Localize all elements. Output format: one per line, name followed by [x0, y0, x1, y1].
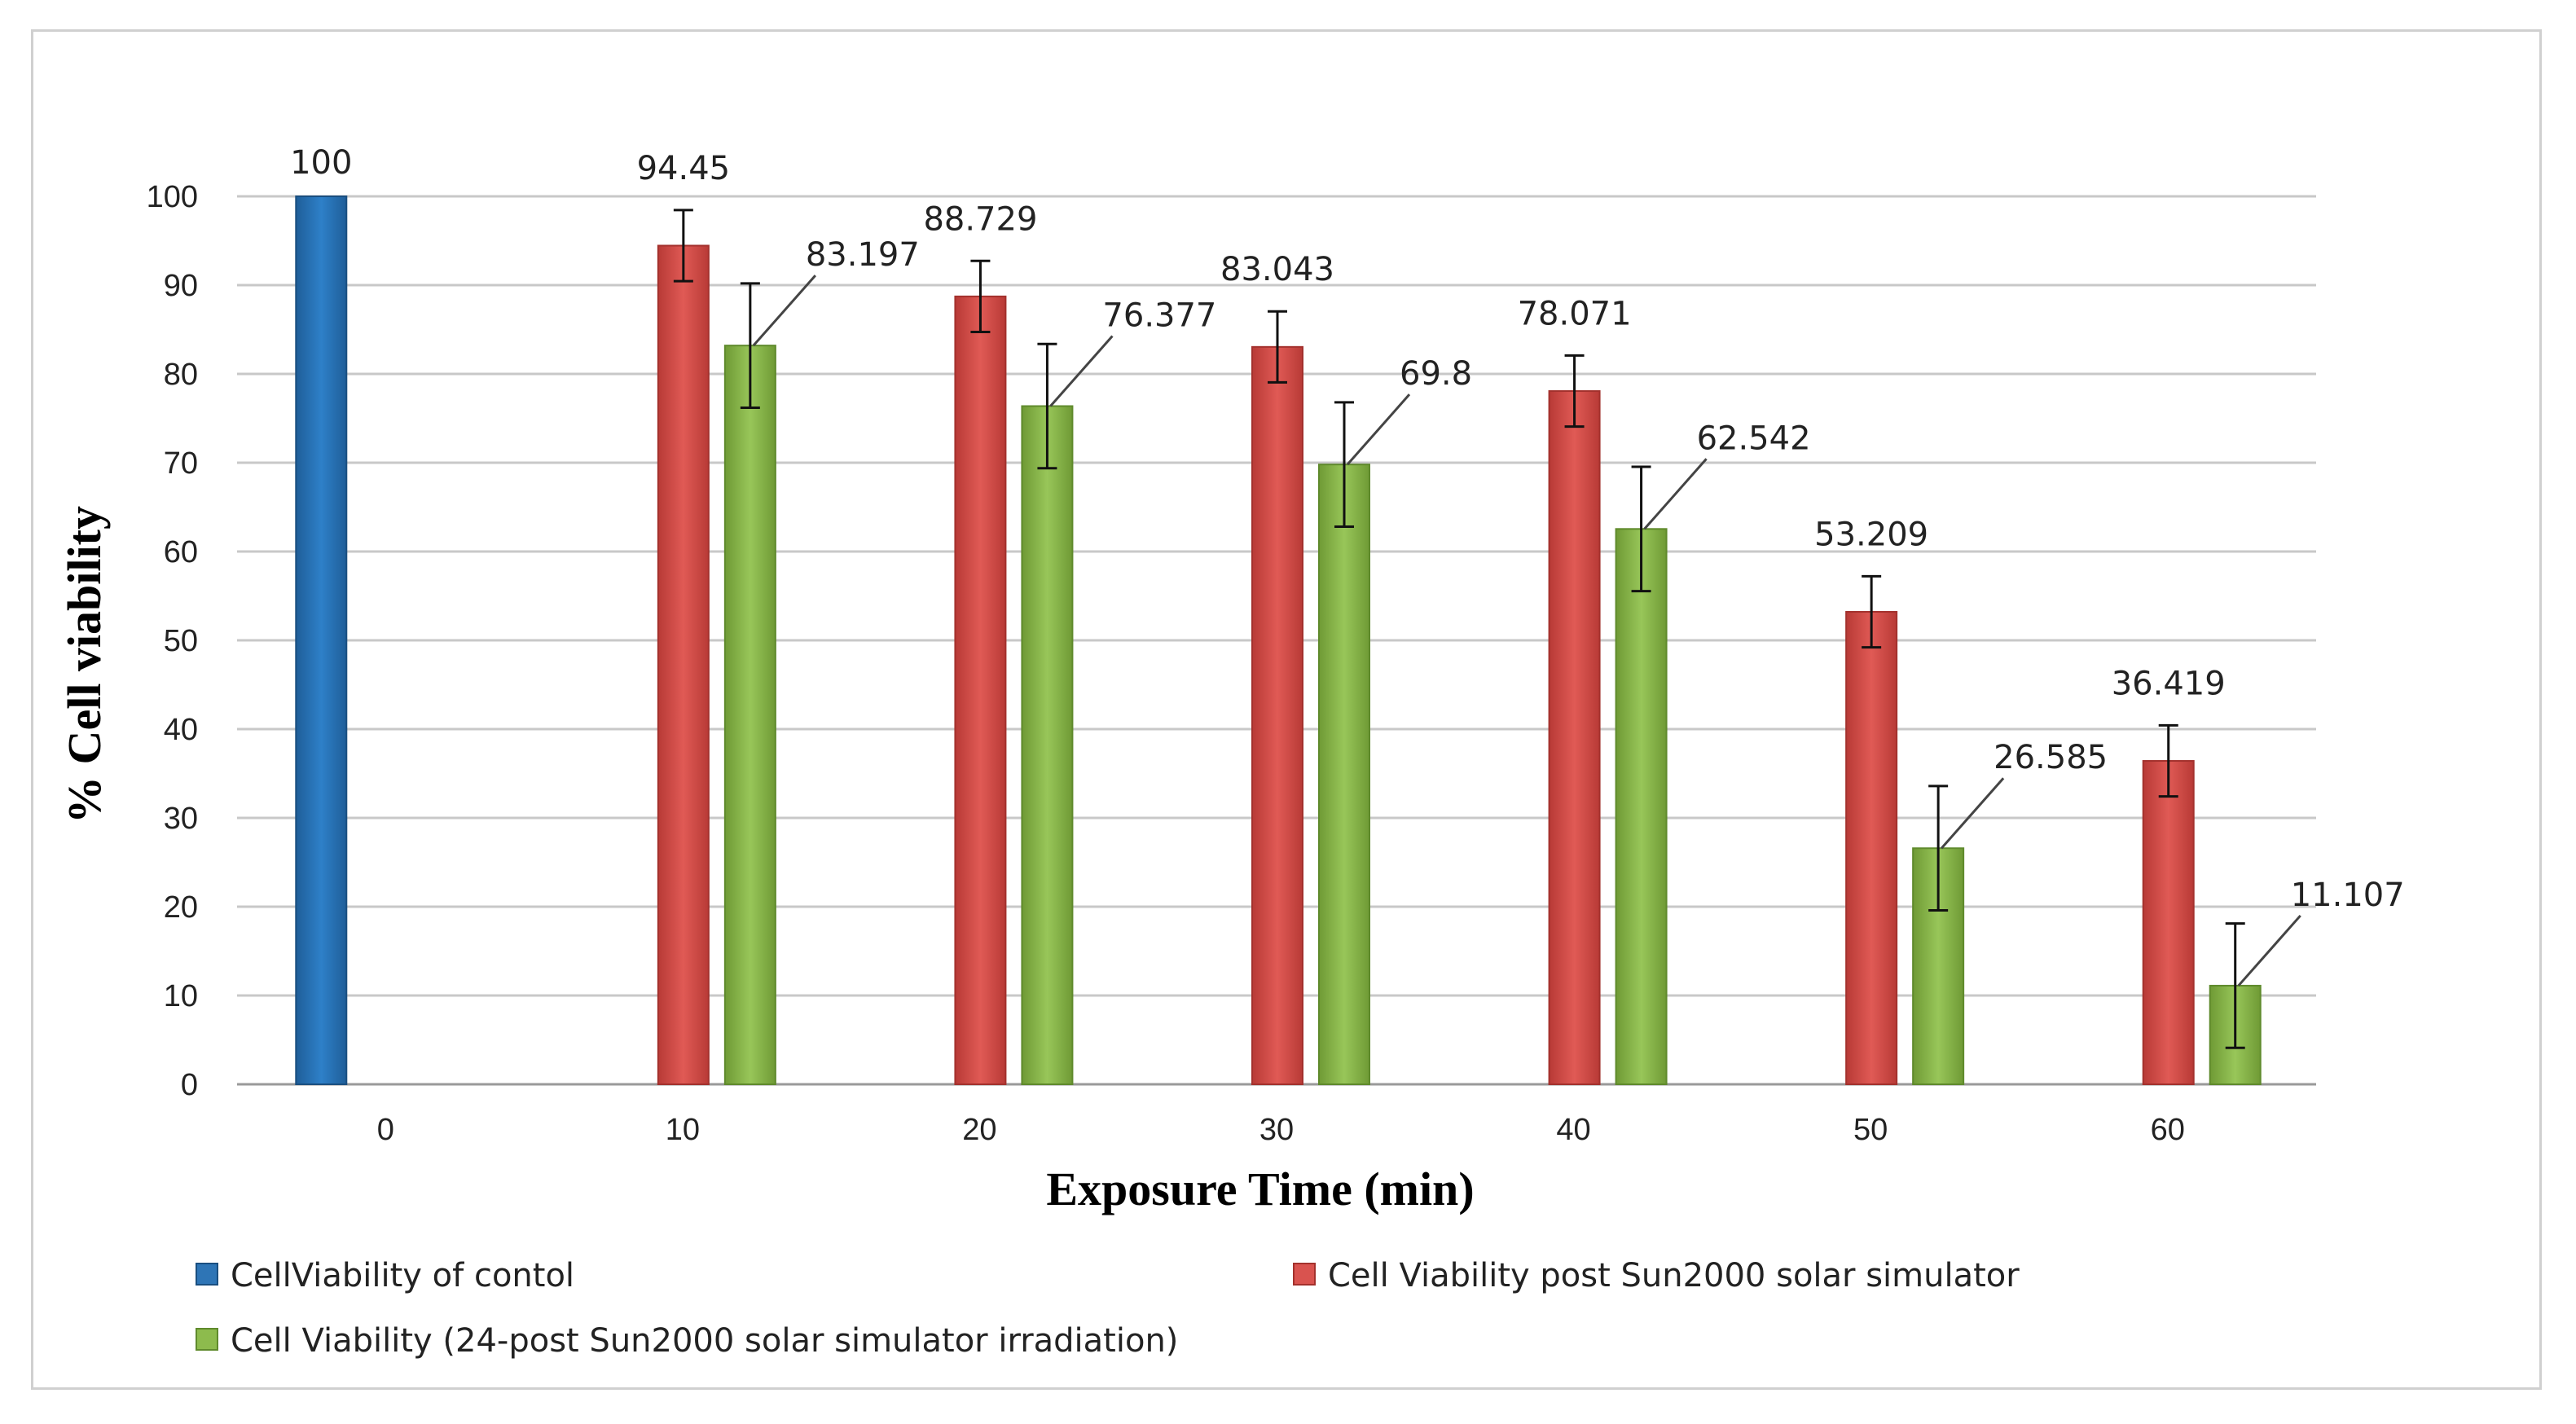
bar: [657, 244, 710, 1085]
legend-swatch: [196, 1328, 218, 1351]
data-label: 83.043: [1220, 251, 1334, 288]
y-tick-label: 100: [147, 180, 198, 214]
x-tick-label: 60: [2151, 1113, 2185, 1147]
data-label: 76.377: [1102, 297, 1216, 334]
y-tick-label: 20: [164, 890, 198, 925]
x-axis-title: Exposure Time (min): [1046, 1162, 1474, 1215]
x-tick-label: 50: [1853, 1113, 1888, 1147]
bar: [2142, 760, 2195, 1085]
data-label: 94.45: [637, 150, 731, 187]
bar: [1318, 464, 1370, 1085]
chart-frame: 100 94.45 83.197 88.729 76.377 83.043 69.8 78.0…: [31, 29, 2542, 1390]
legend-label: Cell Viability post Sun2000 solar simula…: [1328, 1257, 2020, 1294]
data-label-leader: [1643, 458, 1708, 530]
x-tick-label: 20: [962, 1113, 996, 1147]
data-label: 36.419: [2112, 665, 2226, 702]
bar: [1251, 345, 1303, 1085]
data-label: 88.729: [923, 200, 1037, 238]
bar: [954, 295, 1007, 1086]
x-tick-label: 30: [1259, 1113, 1294, 1147]
data-label: 62.542: [1697, 420, 1811, 457]
y-tick-label: 30: [164, 802, 198, 836]
bar: [295, 196, 348, 1085]
y-tick-label: 60: [164, 535, 198, 569]
legend-label: Cell Viability (24-post Sun2000 solar si…: [231, 1322, 1178, 1360]
y-tick-label: 90: [164, 269, 198, 303]
y-tick-label: 0: [181, 1068, 198, 1102]
data-label-leader: [1049, 335, 1114, 407]
bar-chart: 100 94.4583.19788.72976.37783.04369.878.0…: [58, 144, 2405, 1360]
x-tick-label: 40: [1556, 1113, 1590, 1147]
legend-swatch: [1293, 1263, 1316, 1286]
data-label: 83.197: [806, 236, 920, 274]
y-tick-label: 10: [164, 979, 198, 1013]
legend-swatch: [196, 1263, 218, 1286]
data-label: 26.585: [1994, 739, 2108, 776]
bar: [1548, 390, 1601, 1085]
data-label: 69.8: [1400, 355, 1472, 393]
bar: [723, 345, 776, 1085]
data-label-leader: [1346, 393, 1411, 466]
y-tick-label: 70: [164, 446, 198, 481]
legend-label: CellViability of contol: [231, 1257, 574, 1294]
y-tick-label: 80: [164, 358, 198, 392]
data-label: 78.071: [1518, 295, 1632, 332]
data-label: 53.209: [1814, 516, 1928, 553]
data-label: 100: [290, 144, 352, 182]
bar: [1615, 528, 1668, 1085]
data-label-leader: [1941, 777, 2005, 850]
y-tick-label: 50: [164, 624, 198, 658]
data-label-leader: [752, 275, 816, 347]
x-tick-label: 10: [666, 1113, 700, 1147]
y-axis-title: % Cell viability: [58, 506, 111, 824]
data-label-leader: [2237, 914, 2301, 987]
data-label: 11.107: [2291, 877, 2405, 914]
x-tick-label: 0: [377, 1113, 394, 1147]
y-tick-label: 40: [164, 713, 198, 747]
bar: [1845, 611, 1898, 1085]
bar: [1021, 405, 1074, 1085]
